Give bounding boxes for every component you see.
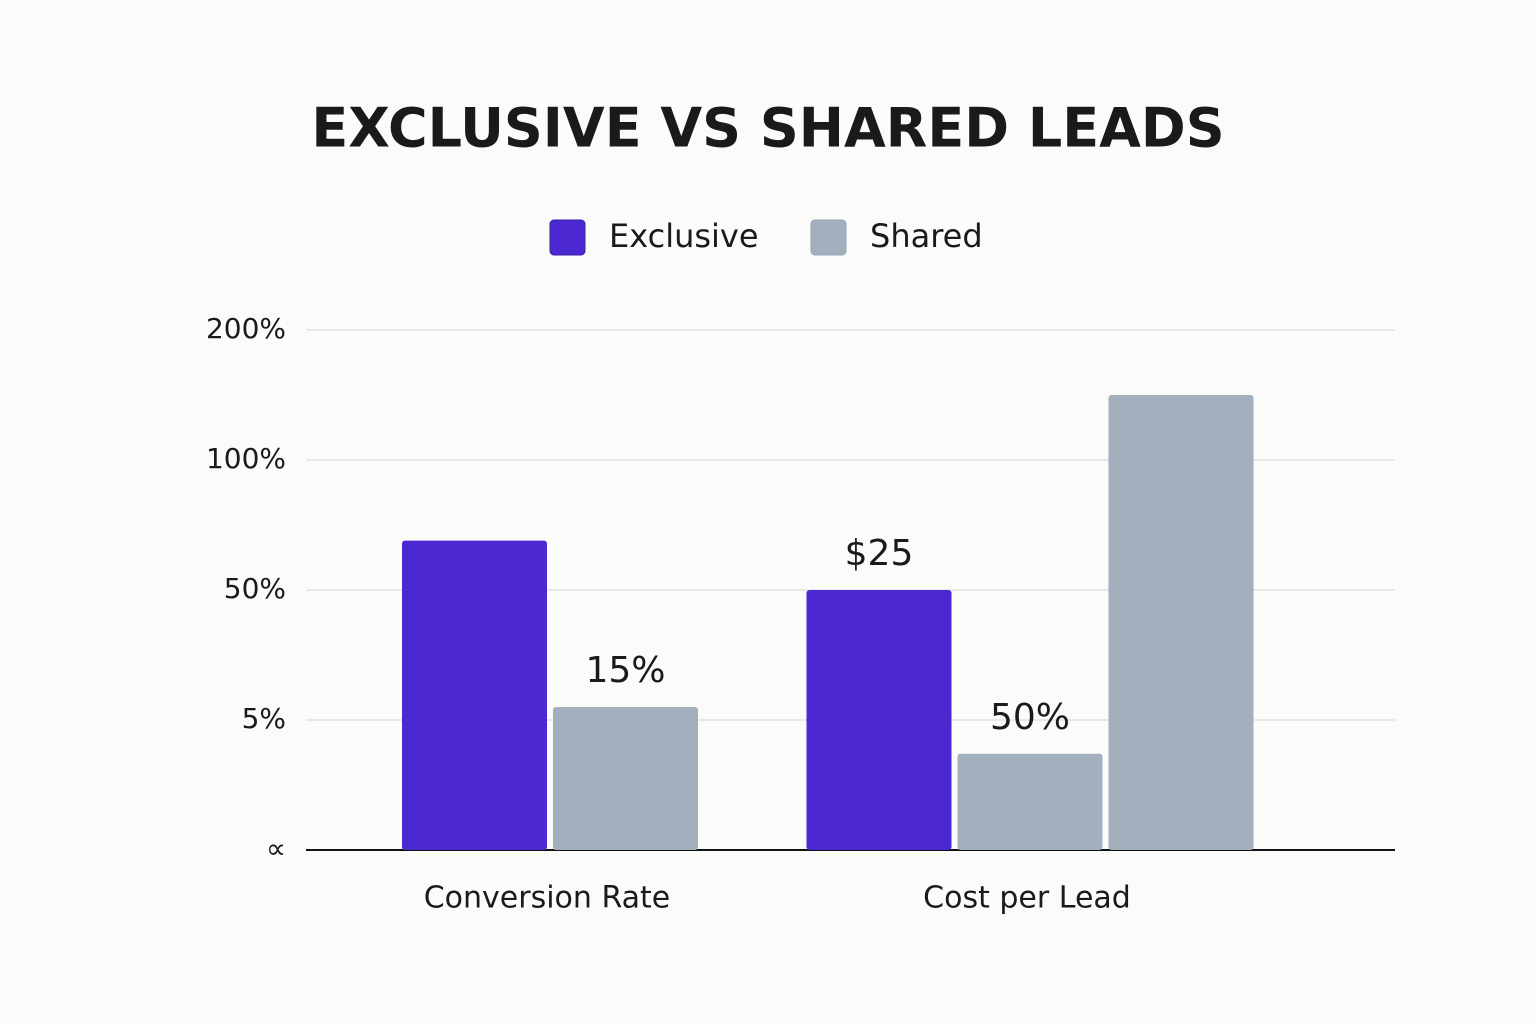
legend-label: Exclusive bbox=[609, 217, 759, 255]
legend-label: Shared bbox=[870, 217, 983, 255]
y-tick-label: 5% bbox=[242, 702, 286, 735]
bar bbox=[957, 753, 1103, 850]
y-tick-label: 50% bbox=[224, 572, 286, 605]
legend-swatch bbox=[810, 219, 847, 256]
y-tick-label: ∝ bbox=[266, 832, 286, 865]
x-tick-label: Cost per Lead bbox=[923, 881, 1131, 916]
bar bbox=[1108, 395, 1254, 850]
y-tick-label: 100% bbox=[206, 442, 286, 475]
annotation: $25 bbox=[845, 533, 914, 574]
bar bbox=[402, 540, 547, 850]
annotation: 50% bbox=[990, 697, 1070, 738]
legend-swatch bbox=[549, 219, 586, 256]
annotation: 15% bbox=[585, 650, 665, 691]
bar bbox=[553, 707, 698, 850]
chart-title: EXCLUSIVE VS SHARED LEADS bbox=[311, 97, 1224, 160]
y-tick-label: 200% bbox=[206, 312, 286, 345]
x-tick-label: Conversion Rate bbox=[424, 881, 671, 916]
bar bbox=[806, 590, 952, 850]
